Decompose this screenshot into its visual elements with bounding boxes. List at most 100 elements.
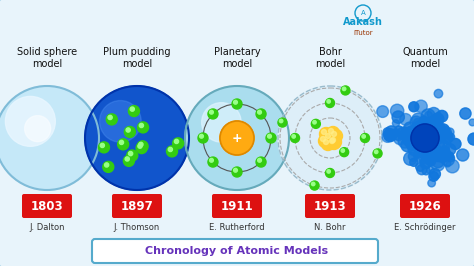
Circle shape (425, 111, 432, 119)
Circle shape (429, 123, 437, 130)
Circle shape (469, 119, 474, 126)
Circle shape (427, 131, 434, 138)
Circle shape (439, 147, 449, 157)
Circle shape (138, 144, 142, 148)
Circle shape (419, 132, 428, 142)
Circle shape (313, 120, 316, 124)
Circle shape (311, 119, 320, 128)
Circle shape (415, 125, 428, 138)
Circle shape (420, 133, 430, 143)
Circle shape (342, 87, 346, 91)
Circle shape (421, 136, 431, 145)
Circle shape (397, 127, 409, 139)
Circle shape (392, 111, 404, 123)
Circle shape (395, 126, 403, 134)
Circle shape (425, 138, 432, 145)
Circle shape (432, 149, 445, 162)
Circle shape (419, 151, 431, 163)
FancyBboxPatch shape (400, 194, 450, 218)
Circle shape (417, 140, 427, 150)
Circle shape (321, 138, 335, 151)
Text: A: A (361, 10, 365, 16)
Circle shape (419, 129, 433, 143)
Circle shape (446, 128, 454, 136)
Circle shape (319, 127, 332, 140)
Circle shape (401, 138, 415, 152)
Circle shape (326, 168, 335, 177)
Text: Plum pudding
model: Plum pudding model (103, 47, 171, 69)
Circle shape (328, 128, 334, 134)
Circle shape (419, 116, 428, 124)
Circle shape (256, 157, 266, 167)
Circle shape (326, 98, 335, 107)
Circle shape (400, 114, 411, 125)
Circle shape (185, 86, 289, 190)
Circle shape (408, 151, 418, 161)
Circle shape (421, 132, 434, 145)
Circle shape (409, 131, 417, 139)
Circle shape (432, 156, 444, 168)
Circle shape (413, 140, 421, 148)
Circle shape (423, 136, 437, 149)
Circle shape (422, 132, 433, 143)
Circle shape (437, 124, 449, 136)
Circle shape (201, 103, 241, 142)
Circle shape (450, 138, 461, 149)
Circle shape (411, 124, 439, 152)
Circle shape (340, 148, 349, 157)
Circle shape (426, 157, 434, 165)
Circle shape (422, 120, 431, 129)
Circle shape (403, 128, 415, 140)
Text: +: + (232, 131, 242, 144)
Circle shape (421, 143, 429, 151)
Circle shape (130, 107, 134, 111)
Circle shape (391, 104, 404, 118)
Circle shape (398, 134, 412, 148)
Circle shape (327, 170, 330, 173)
Circle shape (438, 140, 450, 152)
Circle shape (431, 113, 444, 126)
Circle shape (210, 158, 213, 162)
Circle shape (407, 136, 418, 147)
Circle shape (420, 131, 428, 139)
Circle shape (420, 134, 430, 144)
Circle shape (412, 113, 425, 126)
Circle shape (126, 128, 130, 132)
Circle shape (373, 149, 382, 158)
Circle shape (420, 157, 431, 169)
Circle shape (25, 116, 51, 142)
Circle shape (421, 135, 428, 141)
Circle shape (329, 139, 335, 143)
Text: J. Dalton: J. Dalton (29, 223, 65, 232)
Circle shape (419, 146, 426, 153)
Circle shape (125, 157, 129, 161)
Circle shape (413, 122, 428, 136)
Circle shape (419, 134, 430, 146)
Circle shape (437, 134, 446, 142)
FancyBboxPatch shape (212, 194, 262, 218)
Circle shape (5, 96, 55, 146)
Circle shape (123, 155, 135, 166)
Circle shape (408, 142, 421, 156)
Circle shape (420, 145, 431, 156)
Circle shape (374, 150, 378, 153)
Circle shape (234, 100, 237, 104)
Circle shape (401, 129, 410, 138)
Circle shape (408, 127, 413, 133)
Circle shape (422, 127, 431, 136)
Circle shape (420, 131, 430, 141)
Circle shape (422, 138, 429, 144)
Circle shape (460, 108, 471, 119)
Circle shape (437, 152, 448, 163)
FancyBboxPatch shape (22, 194, 72, 218)
Circle shape (414, 130, 423, 140)
Circle shape (137, 122, 148, 133)
Circle shape (139, 123, 144, 128)
Circle shape (419, 138, 426, 145)
Circle shape (432, 145, 438, 151)
Circle shape (432, 128, 444, 140)
Circle shape (433, 123, 446, 135)
Circle shape (434, 136, 440, 143)
Circle shape (411, 124, 418, 131)
Circle shape (429, 169, 440, 179)
